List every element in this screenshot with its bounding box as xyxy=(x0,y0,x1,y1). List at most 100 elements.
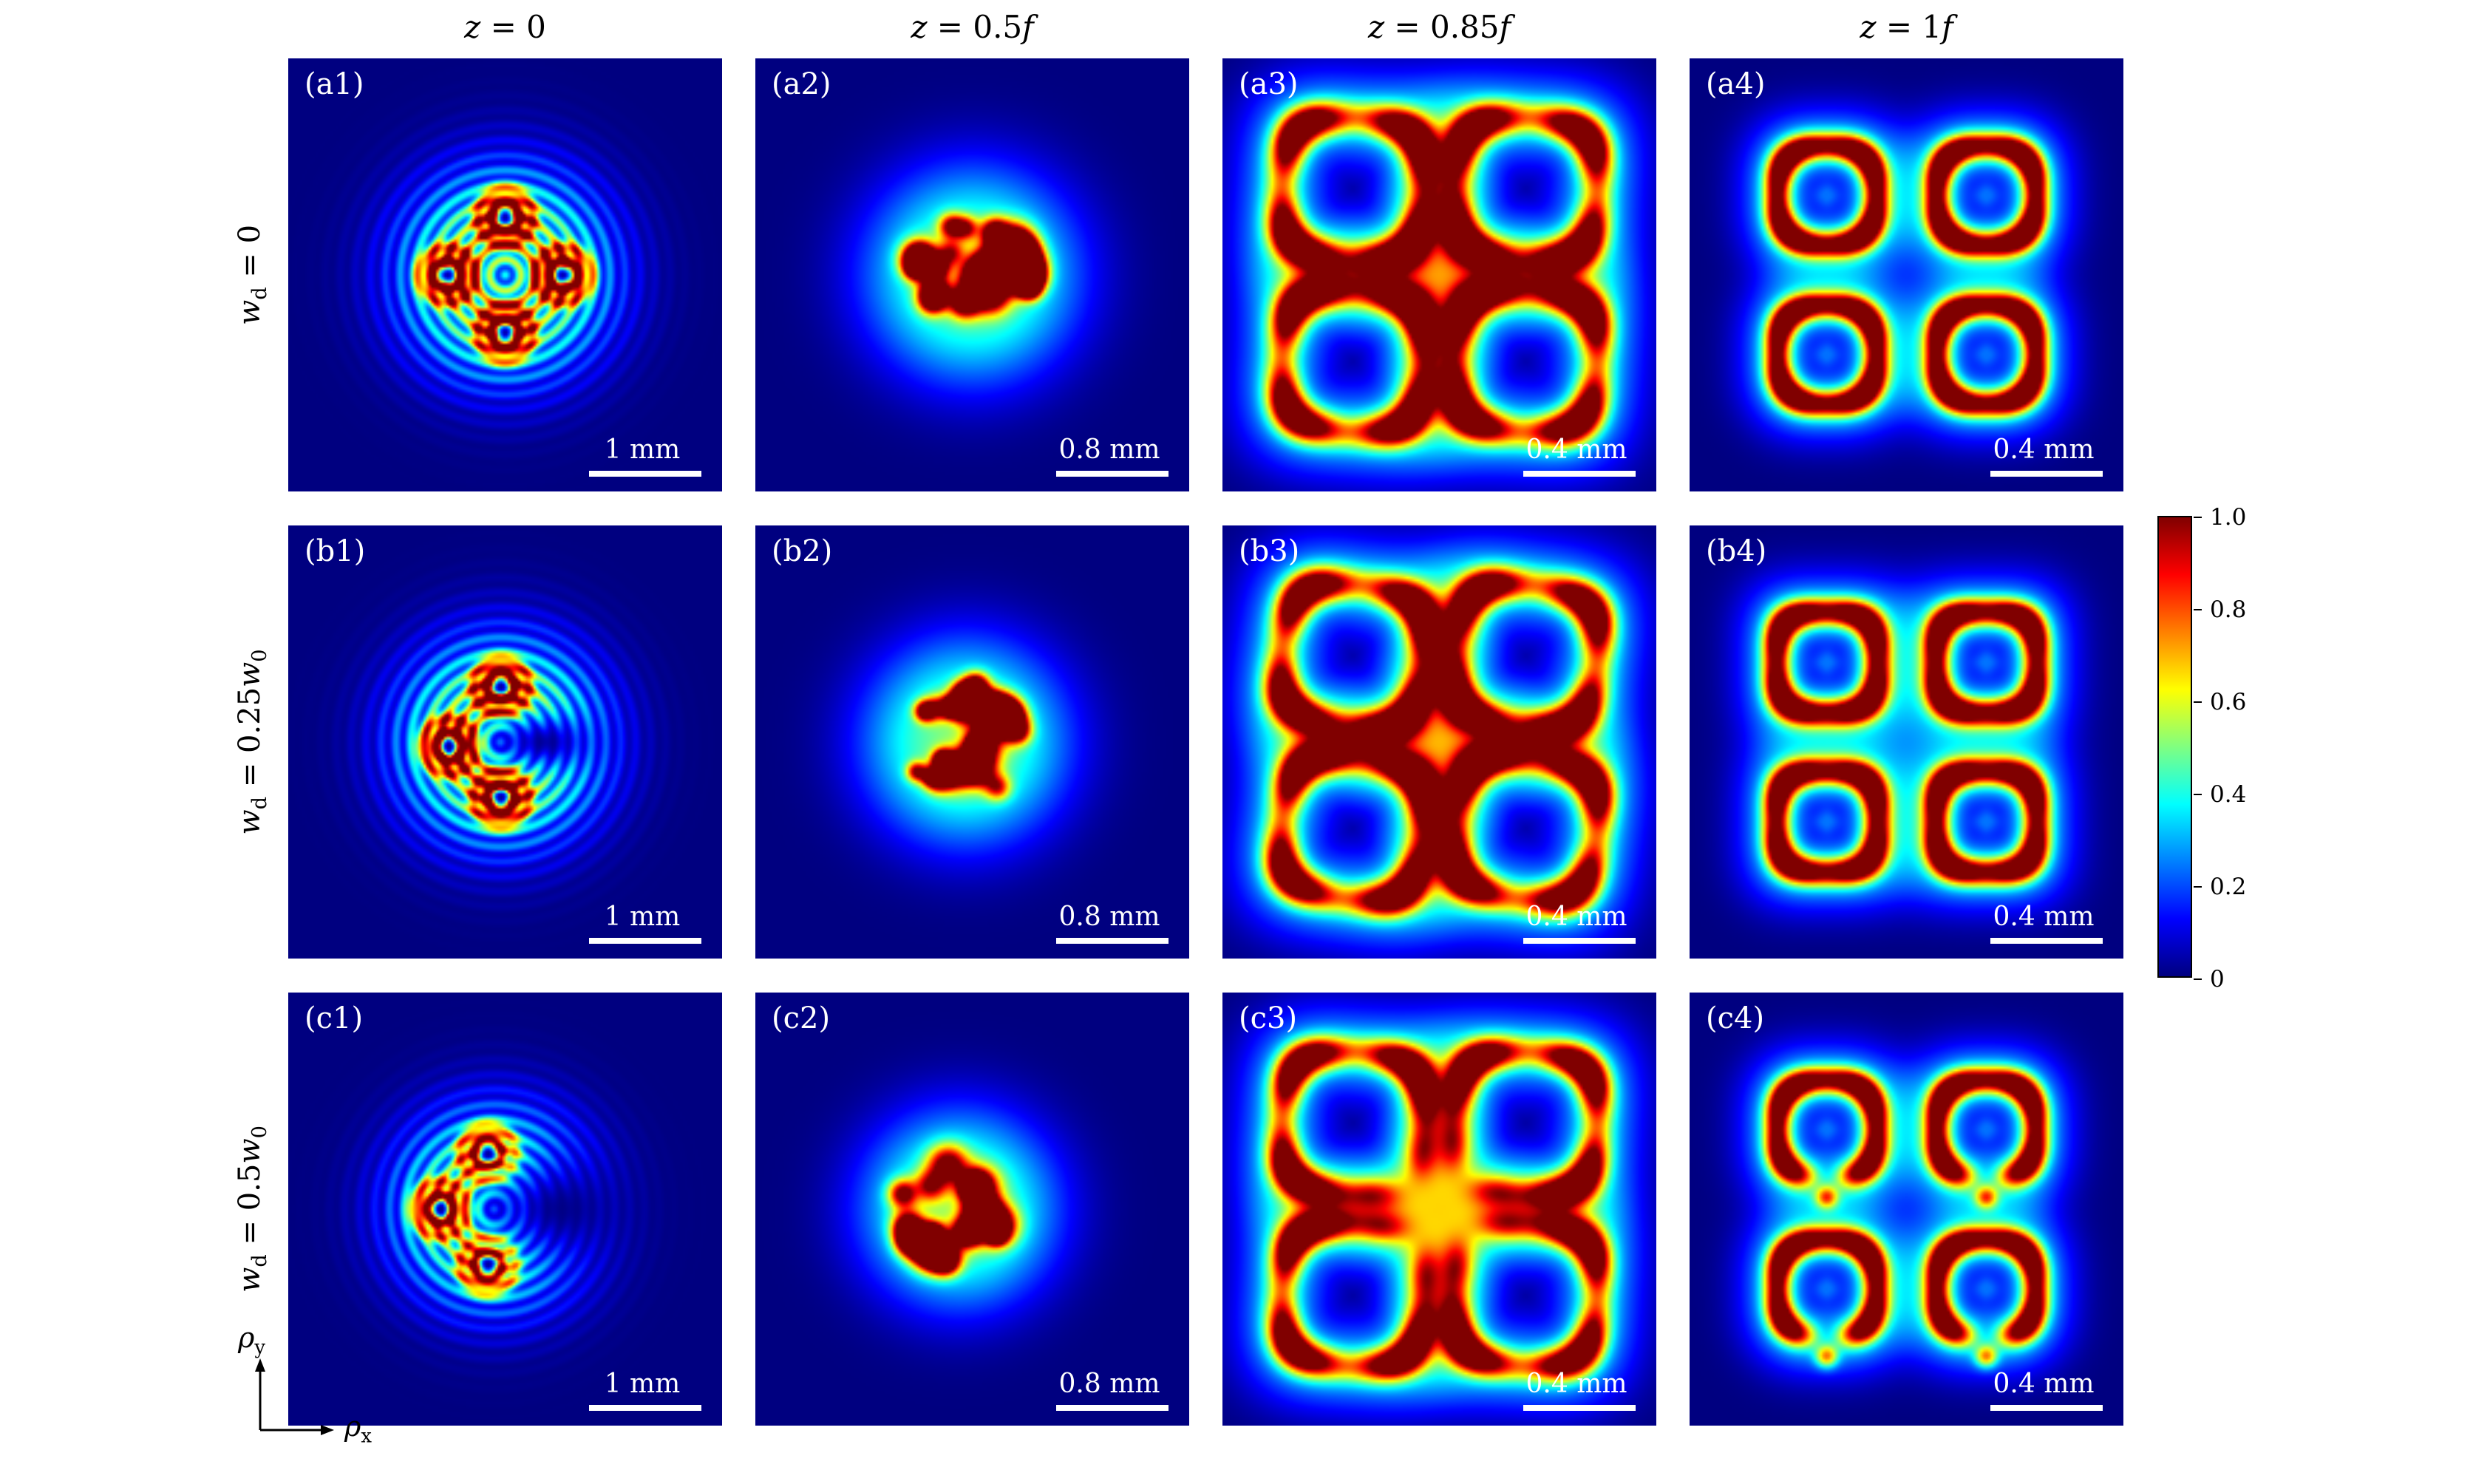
scalebar xyxy=(1056,938,1169,944)
heatmap-canvas-a1 xyxy=(288,58,722,491)
scalebar-label: 1 mm xyxy=(604,902,681,932)
row-label-wd-0: wd = 0 xyxy=(233,225,271,325)
panel-label: (b1) xyxy=(305,534,366,568)
scalebar-label: 0.4 mm xyxy=(1993,435,2095,465)
column-title-z1f: z = 1f xyxy=(1690,10,2123,44)
column-title-z0: z = 0 xyxy=(288,10,722,44)
math-text: = 0 xyxy=(480,9,546,45)
scalebar xyxy=(1990,1405,2103,1411)
colorbar-tick-label: 0.6 xyxy=(2210,689,2247,715)
heatmap-canvas-c1 xyxy=(288,993,722,1426)
math-sub: d xyxy=(248,287,271,300)
math-var: z xyxy=(1367,9,1385,45)
math-var: z xyxy=(911,9,928,45)
column-title-z05f: z = 0.5f xyxy=(755,10,1189,44)
math-var: z xyxy=(1860,9,1877,45)
heatmap-canvas-c4 xyxy=(1690,993,2123,1426)
scalebar-label: 0.4 mm xyxy=(1993,1369,2095,1399)
math-sub: y xyxy=(254,1336,265,1359)
colorbar-tick-mark xyxy=(2194,794,2202,795)
panel-label: (a3) xyxy=(1239,67,1299,101)
scalebar-label: 1 mm xyxy=(604,435,681,465)
scalebar xyxy=(1056,471,1169,477)
panel-label: (c3) xyxy=(1239,1001,1298,1035)
colorbar-tick-label: 0.2 xyxy=(2210,874,2247,900)
colorbar-tick-label: 0 xyxy=(2210,966,2225,993)
scalebar xyxy=(589,471,701,477)
scalebar xyxy=(1990,938,2103,944)
axis-arrows xyxy=(255,1358,334,1435)
math-var: f xyxy=(1942,9,1953,45)
math-var: ρ xyxy=(238,1321,255,1354)
panel-label: (c4) xyxy=(1706,1001,1765,1035)
math-var: w xyxy=(233,1267,267,1293)
heatmap-panel-c2: (c2) 0.8 mm xyxy=(755,993,1189,1426)
heatmap-canvas-a2 xyxy=(755,58,1189,491)
math-var: f xyxy=(1022,9,1034,45)
math-sub: x xyxy=(361,1425,372,1448)
colorbar-tick-mark xyxy=(2194,517,2202,518)
heatmap-panel-a2: (a2) 0.8 mm xyxy=(755,58,1189,491)
scalebar-label: 0.4 mm xyxy=(1993,902,2095,932)
heatmap-panel-c3: (c3) 0.4 mm xyxy=(1222,993,1656,1426)
colorbar-tick-mark xyxy=(2194,886,2202,888)
heatmap-panel-a4: (a4) 0.4 mm xyxy=(1690,58,2123,491)
math-text: = 1 xyxy=(1876,9,1942,45)
math-sub: 0 xyxy=(248,1126,271,1139)
math-var: z xyxy=(464,9,481,45)
panel-label: (a2) xyxy=(772,67,831,101)
math-text: = 0 xyxy=(233,224,267,287)
scalebar xyxy=(1523,938,1636,944)
heatmap-panel-a3: (a3) 0.4 mm xyxy=(1222,58,1656,491)
row-label-wd-05: wd = 0.5w0 xyxy=(233,1126,271,1293)
colorbar-tick-label: 1.0 xyxy=(2210,504,2247,531)
math-var: w xyxy=(233,299,267,326)
colorbar-tick-mark xyxy=(2194,701,2202,703)
math-text: = 0.5 xyxy=(927,9,1023,45)
math-sub: d xyxy=(248,1254,271,1267)
panel-label: (a1) xyxy=(305,67,364,101)
heatmap-canvas-b3 xyxy=(1222,525,1656,959)
scalebar-label: 0.8 mm xyxy=(1058,902,1160,932)
heatmap-canvas-c2 xyxy=(755,993,1189,1426)
colorbar xyxy=(2157,516,2192,978)
math-var: w xyxy=(233,809,267,835)
heatmap-panel-b2: (b2) 0.8 mm xyxy=(755,525,1189,959)
heatmap-canvas-a3 xyxy=(1222,58,1656,491)
heatmap-canvas-b2 xyxy=(755,525,1189,959)
x-axis-label: ρx xyxy=(344,1410,372,1448)
panel-label: (b3) xyxy=(1239,534,1300,568)
math-var: w xyxy=(233,661,267,687)
scalebar-label: 0.8 mm xyxy=(1058,435,1160,465)
panel-label: (a4) xyxy=(1706,67,1766,101)
panel-label: (c1) xyxy=(305,1001,364,1035)
math-var: w xyxy=(233,1138,267,1164)
scalebar xyxy=(1990,471,2103,477)
heatmap-panel-b4: (b4) 0.4 mm xyxy=(1690,525,2123,959)
panel-label: (b4) xyxy=(1706,534,1767,568)
column-title-z085f: z = 0.85f xyxy=(1222,10,1656,44)
heatmap-panel-a1: (a1) 1 mm xyxy=(288,58,722,491)
y-axis-arrow-head xyxy=(255,1358,265,1372)
math-text: = 0.25 xyxy=(233,687,267,797)
math-sub: d xyxy=(248,796,271,810)
scalebar-label: 0.8 mm xyxy=(1058,1369,1160,1399)
heatmap-panel-c4: (c4) 0.4 mm xyxy=(1690,993,2123,1426)
heatmap-canvas-c3 xyxy=(1222,993,1656,1426)
row-label-wd-025: wd = 0.25w0 xyxy=(233,649,271,834)
math-text: = 0.85 xyxy=(1384,9,1500,45)
heatmap-panel-b3: (b3) 0.4 mm xyxy=(1222,525,1656,959)
panel-label: (c2) xyxy=(772,1001,831,1035)
scalebar-label: 0.4 mm xyxy=(1525,1369,1627,1399)
colorbar-tick-label: 0.8 xyxy=(2210,596,2247,623)
heatmap-panel-b1: (b1) 1 mm xyxy=(288,525,722,959)
scalebar xyxy=(589,938,701,944)
math-sub: 0 xyxy=(248,649,271,662)
colorbar-tick-mark xyxy=(2194,609,2202,610)
colorbar-tick-label: 0.4 xyxy=(2210,781,2247,808)
scalebar-label: 0.4 mm xyxy=(1525,435,1627,465)
scalebar-label: 0.4 mm xyxy=(1525,902,1627,932)
x-axis-arrow-head xyxy=(321,1425,334,1435)
math-var: f xyxy=(1499,9,1511,45)
